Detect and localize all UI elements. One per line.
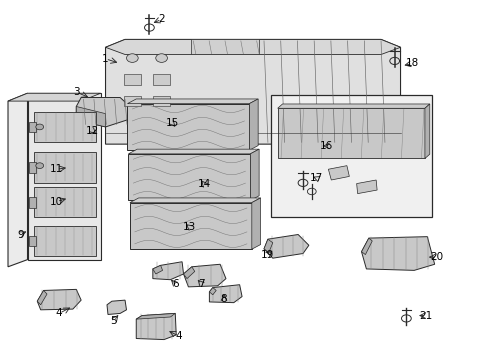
Polygon shape: [250, 149, 259, 201]
Polygon shape: [264, 239, 272, 252]
Polygon shape: [251, 198, 260, 249]
Text: 4: 4: [56, 309, 62, 318]
Text: 6: 6: [172, 279, 178, 289]
Polygon shape: [29, 235, 36, 246]
Circle shape: [156, 54, 167, 62]
Polygon shape: [153, 265, 162, 274]
Text: 9: 9: [17, 230, 23, 239]
Polygon shape: [29, 122, 36, 132]
Polygon shape: [127, 99, 258, 104]
Text: 15: 15: [165, 118, 179, 128]
Polygon shape: [128, 149, 259, 154]
Polygon shape: [127, 104, 249, 150]
Polygon shape: [8, 93, 101, 101]
Polygon shape: [29, 162, 36, 173]
Polygon shape: [8, 93, 27, 267]
Polygon shape: [136, 314, 175, 319]
Circle shape: [36, 124, 43, 130]
Text: 3: 3: [73, 87, 80, 97]
Polygon shape: [356, 180, 376, 194]
Text: 1: 1: [102, 54, 109, 64]
Polygon shape: [264, 234, 308, 258]
Bar: [123, 74, 141, 85]
Polygon shape: [209, 288, 216, 295]
Polygon shape: [34, 187, 96, 217]
Polygon shape: [136, 314, 176, 339]
Polygon shape: [183, 267, 194, 279]
Polygon shape: [107, 300, 126, 315]
Text: 7: 7: [198, 279, 204, 289]
Polygon shape: [277, 108, 424, 158]
Polygon shape: [76, 107, 105, 127]
Text: 16: 16: [319, 141, 332, 151]
Bar: [271, 95, 431, 217]
Polygon shape: [190, 40, 259, 54]
Polygon shape: [34, 226, 96, 256]
Polygon shape: [183, 264, 225, 287]
Text: 2: 2: [158, 14, 164, 24]
Text: 13: 13: [183, 222, 196, 232]
Polygon shape: [34, 112, 96, 142]
Polygon shape: [105, 40, 400, 144]
Polygon shape: [105, 40, 400, 54]
Polygon shape: [37, 291, 47, 305]
Polygon shape: [130, 198, 260, 203]
Polygon shape: [209, 285, 242, 303]
Polygon shape: [424, 104, 429, 158]
Polygon shape: [76, 98, 130, 127]
Text: 10: 10: [50, 197, 63, 207]
Bar: [153, 74, 170, 85]
Polygon shape: [249, 99, 258, 150]
Circle shape: [36, 163, 43, 168]
Text: 8: 8: [220, 294, 227, 304]
Polygon shape: [153, 262, 183, 280]
Text: 20: 20: [429, 252, 443, 262]
Text: 18: 18: [405, 58, 419, 68]
Text: 19: 19: [261, 249, 274, 260]
Polygon shape: [128, 154, 250, 201]
Polygon shape: [361, 237, 434, 270]
Circle shape: [126, 54, 138, 62]
Polygon shape: [328, 166, 348, 180]
Polygon shape: [130, 203, 251, 249]
Text: 17: 17: [309, 173, 323, 183]
Text: 21: 21: [418, 311, 431, 320]
Polygon shape: [27, 93, 101, 260]
Text: 12: 12: [85, 126, 99, 135]
Bar: [153, 96, 170, 107]
Polygon shape: [361, 238, 371, 255]
Polygon shape: [29, 197, 36, 208]
Polygon shape: [34, 152, 96, 183]
Bar: [123, 96, 141, 107]
Text: 14: 14: [198, 179, 211, 189]
Polygon shape: [277, 104, 429, 108]
Text: 11: 11: [50, 164, 63, 174]
Text: 5: 5: [110, 316, 117, 325]
Polygon shape: [37, 289, 81, 310]
Text: 4: 4: [175, 331, 182, 341]
